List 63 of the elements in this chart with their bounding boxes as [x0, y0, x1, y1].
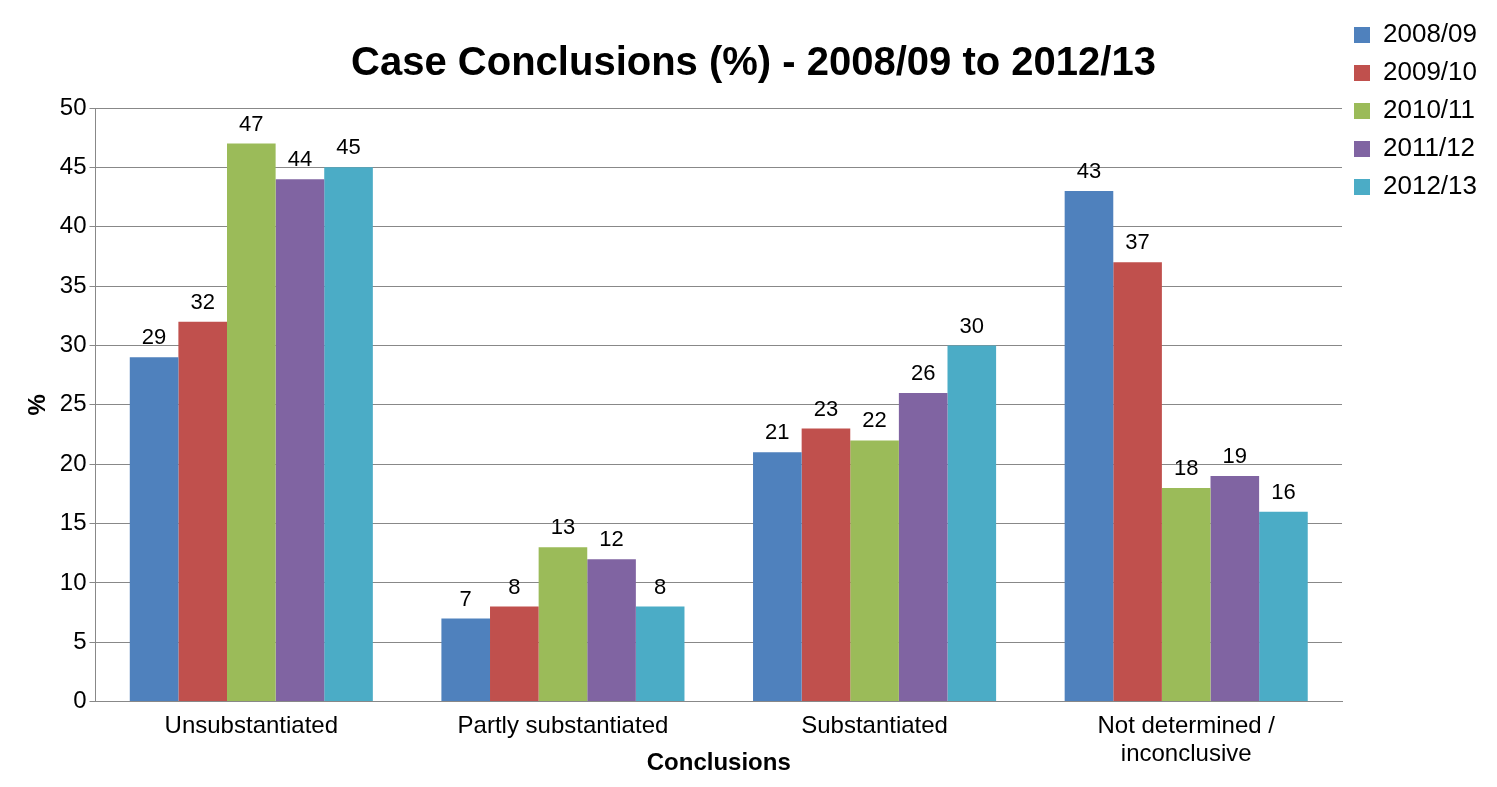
legend-label: 2009/10 — [1383, 56, 1477, 87]
legend-label: 2011/12 — [1383, 132, 1476, 163]
bar — [1259, 511, 1308, 702]
legend-label: 2010/11 — [1383, 94, 1476, 125]
bar — [538, 547, 588, 702]
x-tick-label: Partly substantiated — [457, 710, 669, 738]
bar — [898, 392, 948, 702]
bar — [227, 143, 276, 702]
y-tick-label: 15 — [59, 508, 87, 536]
bar — [1113, 262, 1162, 702]
data-label: 45 — [336, 134, 361, 160]
x-tick-label: Not determined / inconclusive — [1097, 710, 1276, 767]
y-tick-label: 30 — [59, 330, 87, 358]
y-tick-label: 5 — [73, 626, 87, 654]
data-label: 8 — [508, 573, 521, 599]
legend-label: 2008/09 — [1383, 18, 1477, 49]
data-label: 23 — [813, 395, 839, 421]
y-tick-label: 40 — [59, 211, 87, 239]
x-tick-label: Unsubstantiated — [164, 710, 339, 738]
y-tick-label: 50 — [59, 92, 87, 120]
bar — [490, 606, 539, 702]
bar — [324, 167, 373, 702]
legend-label: 2012/13 — [1383, 170, 1477, 201]
y-tick-label: 35 — [59, 270, 87, 298]
chart-title: Case Conclusions (%) - 2008/09 to 2012/13 — [351, 39, 1156, 84]
data-label: 13 — [550, 514, 576, 540]
data-label: 18 — [1173, 454, 1199, 480]
data-label: 29 — [141, 324, 167, 350]
data-label: 19 — [1222, 443, 1248, 469]
bar — [850, 440, 899, 702]
data-label: 43 — [1076, 158, 1102, 184]
data-label: 22 — [862, 407, 887, 433]
y-tick-label: 0 — [73, 686, 87, 714]
y-tick-label: 25 — [59, 389, 87, 417]
bar — [1064, 191, 1114, 702]
bar — [635, 606, 685, 702]
data-label: 8 — [654, 573, 667, 599]
bar — [753, 452, 802, 702]
bar — [801, 428, 851, 702]
data-label: 37 — [1125, 229, 1150, 255]
y-axis-title: % — [23, 394, 51, 416]
y-tick-label: 45 — [59, 151, 87, 179]
x-axis-title: Conclusions — [646, 748, 791, 776]
bar — [129, 357, 179, 702]
y-tick-label: 20 — [59, 448, 87, 476]
data-label: 30 — [959, 312, 985, 338]
bar — [275, 179, 325, 702]
data-label: 47 — [239, 110, 264, 136]
bar — [1210, 476, 1260, 702]
x-tick-label: Substantiated — [801, 710, 948, 738]
bar — [1161, 487, 1211, 702]
data-label: 16 — [1271, 478, 1296, 504]
data-label: 12 — [599, 526, 624, 552]
data-label: 32 — [190, 288, 215, 314]
bar — [178, 321, 227, 702]
data-label: 7 — [459, 585, 472, 611]
data-label: 44 — [287, 146, 313, 172]
bar — [947, 345, 997, 702]
y-tick-label: 10 — [59, 567, 87, 595]
data-label: 21 — [765, 419, 790, 445]
bar — [587, 559, 636, 702]
data-label: 26 — [910, 359, 936, 385]
bar — [441, 618, 491, 702]
